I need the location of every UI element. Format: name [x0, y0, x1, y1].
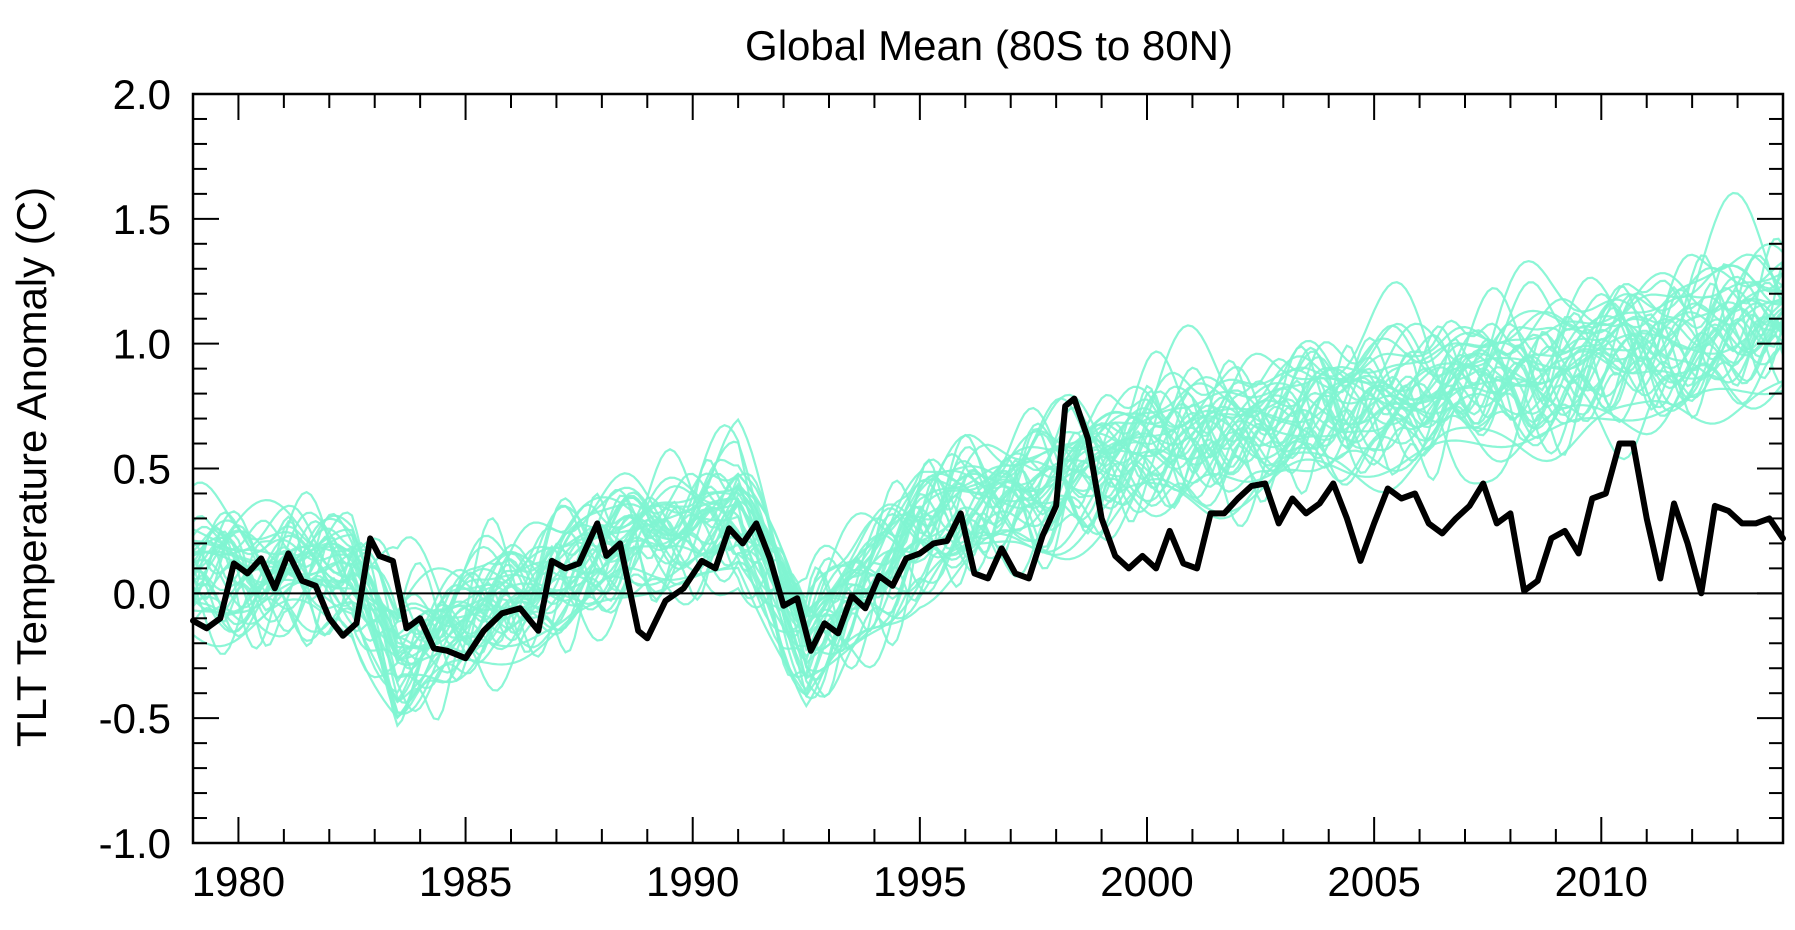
x-tick-labels: 1980 1985 1990 1995 2000 2005 2010 [192, 858, 1648, 905]
observed-series [190, 395, 1786, 662]
ensemble-line [192, 253, 1784, 665]
ensemble-line [192, 237, 1784, 648]
x-tick-label: 1995 [873, 858, 966, 905]
y-tick-label: 1.5 [113, 196, 171, 243]
y-tick-label: 0.0 [113, 570, 171, 617]
chart-title: Global Mean (80S to 80N) [745, 22, 1233, 69]
ensemble-line [192, 191, 1785, 640]
ensemble-line [192, 288, 1784, 682]
ensemble-lines [191, 191, 1785, 728]
y-tick-label: 2.0 [113, 71, 171, 118]
x-tick-label: 1985 [419, 858, 512, 905]
y-tick-label: -0.5 [99, 695, 171, 742]
ensemble-line [192, 281, 1784, 655]
y-axis-label: TLT Temperature Anomaly (C) [8, 187, 55, 747]
ensemble-line [192, 309, 1784, 703]
ensemble-line [191, 260, 1785, 642]
plot-frame [191, 92, 1785, 845]
x-tick-label: 2000 [1100, 858, 1193, 905]
ensemble-line [192, 301, 1784, 674]
y-tick-label: 0.5 [113, 446, 171, 493]
ensemble-line [192, 387, 1784, 720]
axis-ticks [192, 93, 1784, 844]
y-tick-label: -1.0 [99, 820, 171, 867]
x-tick-label: 2005 [1327, 858, 1420, 905]
ensemble-line [192, 285, 1784, 718]
y-tick-labels: -1.0 -0.5 0.0 0.5 1.0 1.5 2.0 [99, 71, 171, 867]
x-tick-label: 1990 [646, 858, 739, 905]
y-tick-label: 1.0 [113, 321, 171, 368]
x-tick-label: 2010 [1555, 858, 1648, 905]
x-tick-label: 1980 [192, 858, 285, 905]
ensemble-line [192, 316, 1785, 713]
ensemble-line [192, 242, 1784, 661]
observed-line [190, 395, 1786, 662]
